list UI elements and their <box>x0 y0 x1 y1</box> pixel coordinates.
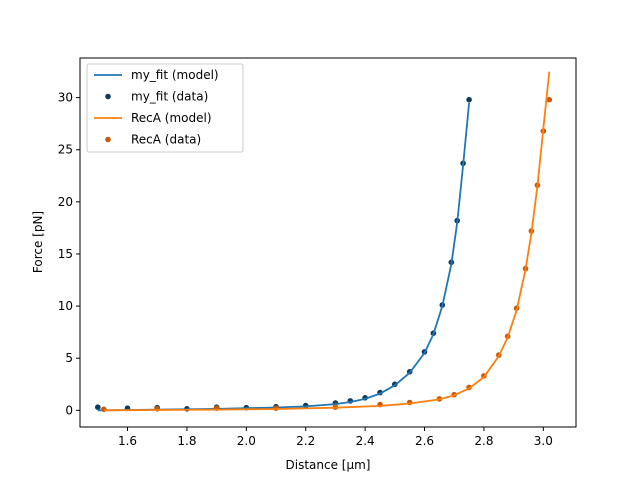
y-tick-label: 25 <box>58 143 73 157</box>
x-axis-label: Distance [μm] <box>286 458 371 472</box>
legend-marker-swatch <box>105 93 111 100</box>
data-point <box>101 406 107 413</box>
x-tick-label: 2.2 <box>296 434 315 448</box>
x-tick-label: 1.8 <box>177 434 196 448</box>
legend-label: RecA (data) <box>131 133 201 147</box>
plot-frame <box>79 57 577 428</box>
legend-label: my_fit (data) <box>131 90 208 104</box>
y-tick-label: 30 <box>58 91 73 105</box>
y-tick-label: 20 <box>58 195 73 209</box>
y-axis-label: Force [pN] <box>31 211 45 273</box>
data-point <box>95 404 101 411</box>
y-tick-label: 0 <box>65 403 73 417</box>
y-axis-ticks: 0 5 10 15 20 25 30 <box>58 91 80 417</box>
y-tick-label: 15 <box>58 247 73 261</box>
x-tick-label: 1.6 <box>118 434 137 448</box>
legend-label: RecA (model) <box>131 111 212 125</box>
legend-box <box>86 63 244 153</box>
y-tick-label: 5 <box>65 351 73 365</box>
x-tick-label: 3.0 <box>534 434 553 448</box>
x-tick-label: 2.0 <box>237 434 256 448</box>
series-line <box>103 71 551 412</box>
legend-label: my_fit (model) <box>131 68 219 82</box>
x-tick-label: 2.8 <box>474 434 493 448</box>
x-tick-label: 2.6 <box>415 434 434 448</box>
x-tick-label: 2.4 <box>356 434 375 448</box>
legend: my_fit (model) my_fit (data) RecA (model) R… <box>86 63 244 153</box>
data-point <box>546 96 553 103</box>
data-point <box>466 96 472 103</box>
x-axis-ticks: 1.6 1.8 2.0 2.2 2.4 2.6 2.8 3.0 <box>118 427 553 448</box>
legend-marker-swatch <box>105 136 111 143</box>
y-tick-label: 10 <box>58 299 73 313</box>
series-layer <box>95 71 553 413</box>
